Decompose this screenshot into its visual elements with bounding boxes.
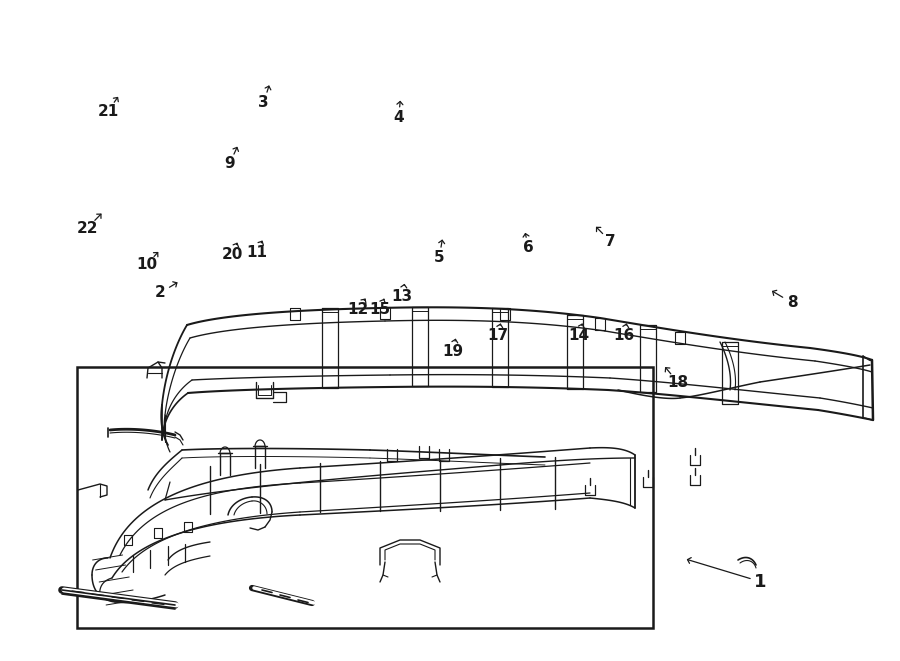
Bar: [76, 367, 652, 628]
Text: 20: 20: [221, 247, 243, 262]
Text: 4: 4: [393, 110, 404, 125]
Text: 19: 19: [442, 344, 464, 359]
Text: 14: 14: [568, 329, 590, 343]
Text: 6: 6: [523, 241, 534, 255]
Text: 7: 7: [605, 234, 616, 249]
Text: 8: 8: [787, 295, 797, 310]
Text: 1: 1: [754, 572, 767, 591]
Text: 9: 9: [224, 157, 235, 171]
Text: 13: 13: [392, 289, 413, 303]
Text: 3: 3: [258, 95, 269, 110]
Text: 2: 2: [155, 286, 166, 300]
Text: 11: 11: [246, 245, 267, 260]
Text: 21: 21: [97, 104, 119, 118]
Text: 5: 5: [434, 251, 445, 265]
Text: 22: 22: [76, 221, 98, 235]
Text: 16: 16: [613, 329, 634, 343]
Text: 17: 17: [487, 329, 508, 343]
Text: 10: 10: [136, 257, 158, 272]
Text: 15: 15: [369, 302, 391, 317]
Text: 18: 18: [667, 375, 688, 389]
Text: 12: 12: [347, 302, 369, 317]
